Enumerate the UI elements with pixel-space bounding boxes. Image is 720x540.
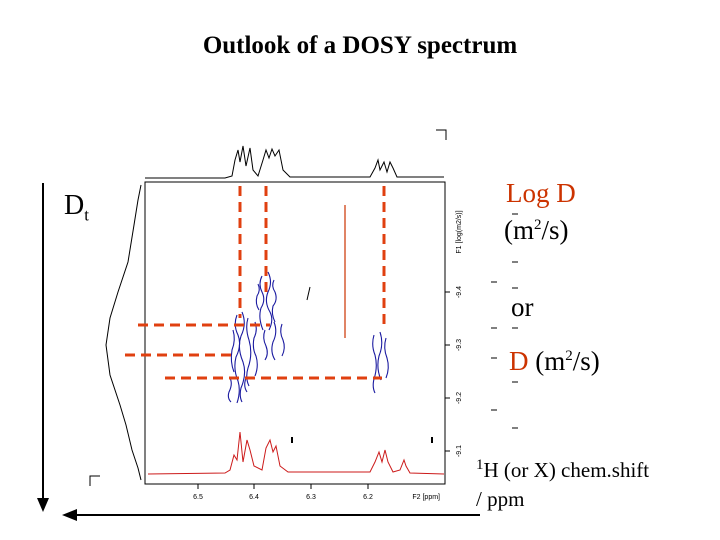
f1-tick-label: -9.3 bbox=[456, 339, 463, 351]
f1-tick-label: -9.4 bbox=[456, 286, 463, 298]
small-mark bbox=[306, 286, 311, 301]
f1-tick-label: -9.2 bbox=[456, 392, 463, 404]
f1-axis bbox=[445, 291, 450, 452]
log-d-label: Log D bbox=[506, 178, 576, 208]
bottom-spectrum bbox=[147, 431, 445, 475]
ppm-arrow bbox=[62, 509, 480, 521]
f1-axis-label: F1 [log(m2/s)] bbox=[456, 210, 463, 253]
top-projection bbox=[145, 145, 444, 179]
slide-title: Outlook of a DOSY spectrum bbox=[202, 32, 518, 59]
f2-axis-label: F2 [ppm] bbox=[412, 494, 440, 501]
d-units-label: D (m2/s) bbox=[509, 346, 600, 376]
tick-dashes bbox=[491, 213, 518, 429]
f2-tick-label: 6.5 bbox=[193, 494, 203, 501]
left-projection bbox=[105, 184, 142, 481]
f2-tick-label: 6.3 bbox=[306, 494, 316, 501]
guide-lines bbox=[125, 186, 386, 380]
dt-axis-label: Dt bbox=[64, 190, 89, 225]
log-d-units: (m2/s) bbox=[504, 215, 569, 245]
f1-tick-label: -9.1 bbox=[456, 445, 463, 457]
or-label: or bbox=[511, 292, 534, 322]
corner-mark-top bbox=[436, 129, 447, 140]
dosy-contours bbox=[227, 271, 389, 404]
corner-mark-bottom bbox=[89, 475, 100, 486]
chemical-shift-caption: 1H (or X) chem.shift / ppm bbox=[476, 457, 650, 511]
spectrum-frame bbox=[144, 181, 446, 485]
f2-tick-label: 6.2 bbox=[363, 494, 373, 501]
dt-arrow bbox=[37, 183, 49, 512]
f2-tick-label: 6.4 bbox=[249, 494, 259, 501]
f2-axis bbox=[197, 484, 369, 489]
